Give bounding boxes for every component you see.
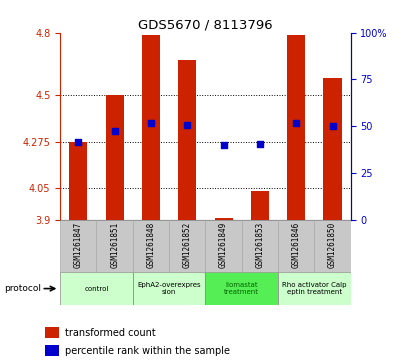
Bar bbox=[60, 220, 96, 272]
Bar bbox=[278, 220, 315, 272]
Bar bbox=[45, 327, 59, 338]
Bar bbox=[105, 95, 124, 220]
Text: GSM1261848: GSM1261848 bbox=[146, 222, 156, 268]
Bar bbox=[169, 220, 205, 272]
Bar bbox=[178, 60, 196, 220]
Bar bbox=[142, 35, 160, 220]
Bar bbox=[96, 220, 133, 272]
Bar bbox=[45, 345, 59, 356]
Text: protocol: protocol bbox=[4, 284, 41, 293]
Bar bbox=[315, 220, 351, 272]
Bar bbox=[60, 272, 133, 305]
Point bbox=[148, 120, 154, 126]
Bar bbox=[287, 35, 305, 220]
Text: transformed count: transformed count bbox=[65, 327, 156, 338]
Bar bbox=[205, 220, 242, 272]
Text: GSM1261846: GSM1261846 bbox=[292, 222, 301, 268]
Point bbox=[220, 142, 227, 148]
Bar bbox=[69, 142, 88, 220]
Text: GSM1261852: GSM1261852 bbox=[183, 222, 192, 268]
Point bbox=[329, 123, 336, 129]
Text: percentile rank within the sample: percentile rank within the sample bbox=[65, 346, 230, 356]
Text: Rho activator Calp
eptin treatment: Rho activator Calp eptin treatment bbox=[282, 282, 347, 295]
Bar bbox=[215, 217, 233, 220]
Title: GDS5670 / 8113796: GDS5670 / 8113796 bbox=[138, 19, 273, 32]
Point bbox=[111, 129, 118, 134]
Bar bbox=[133, 220, 169, 272]
Text: GSM1261850: GSM1261850 bbox=[328, 222, 337, 268]
Point bbox=[184, 122, 190, 128]
Point bbox=[293, 120, 300, 126]
Bar bbox=[323, 78, 342, 220]
Bar bbox=[278, 272, 351, 305]
Point bbox=[75, 139, 82, 144]
Text: GSM1261847: GSM1261847 bbox=[74, 222, 83, 268]
Bar bbox=[133, 272, 205, 305]
Text: EphA2-overexpres
sion: EphA2-overexpres sion bbox=[137, 282, 201, 295]
Point bbox=[256, 141, 263, 147]
Text: GSM1261853: GSM1261853 bbox=[255, 222, 264, 268]
Text: llomastat
treatment: llomastat treatment bbox=[224, 282, 259, 295]
Text: GSM1261851: GSM1261851 bbox=[110, 222, 119, 268]
Bar bbox=[251, 191, 269, 220]
Bar bbox=[242, 220, 278, 272]
Bar bbox=[205, 272, 278, 305]
Text: GSM1261849: GSM1261849 bbox=[219, 222, 228, 268]
Text: control: control bbox=[84, 286, 109, 291]
